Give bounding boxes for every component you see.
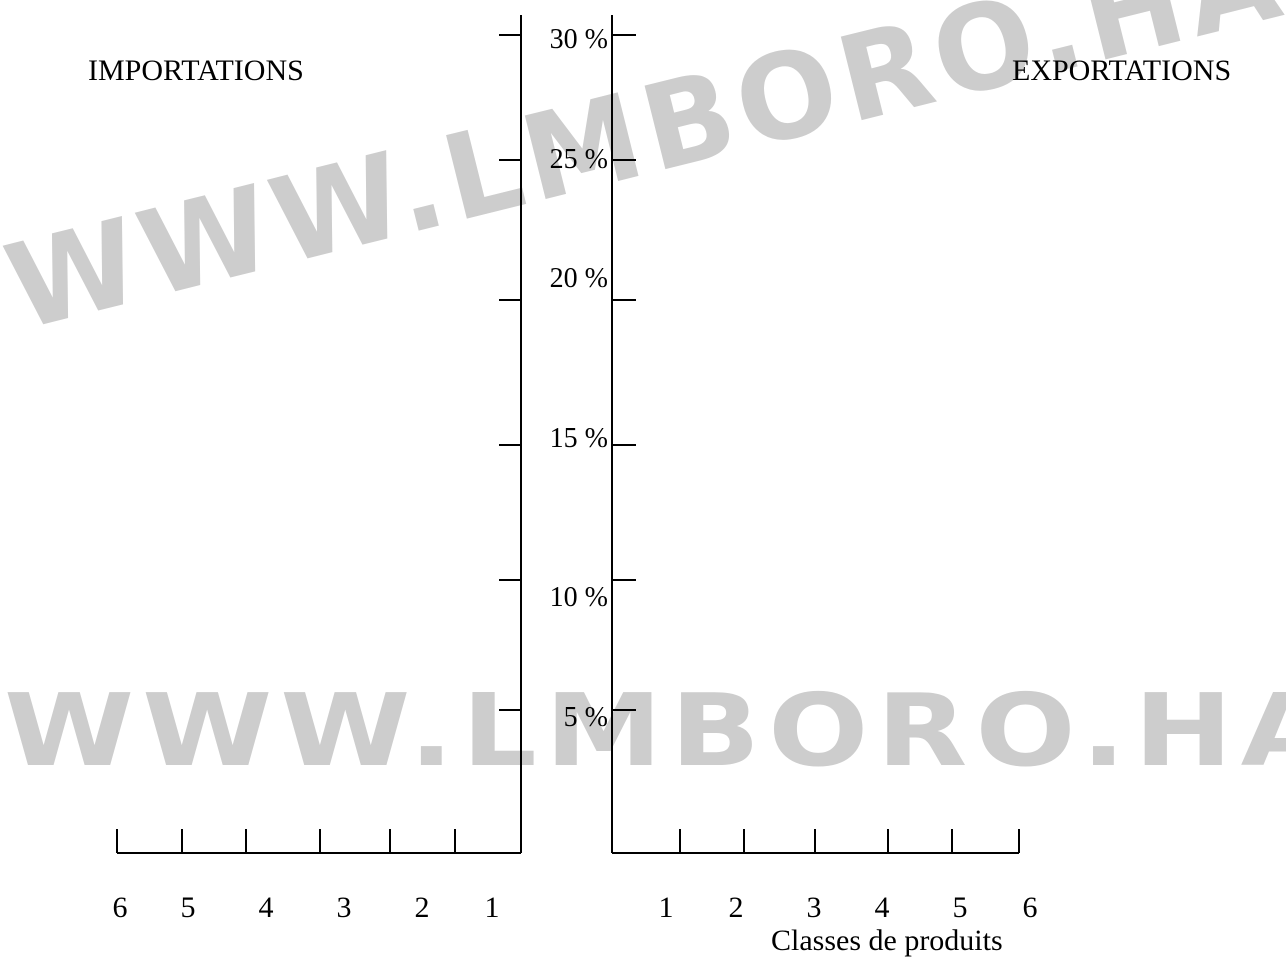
right-category-label: 2 <box>729 891 744 924</box>
watermark-lower: WWW.LMBORO.HAS.IT <box>4 672 1286 789</box>
left-category-label: 1 <box>485 891 500 924</box>
right-title: EXPORTATIONS <box>1012 54 1231 87</box>
left-category-label: 3 <box>337 891 352 924</box>
watermark: WWW.LMBORO.HAS.IT WWW.LMBORO.HAS.IT <box>0 0 1286 789</box>
left-category-label: 5 <box>181 891 196 924</box>
y-tick-label: 10 % <box>550 582 608 613</box>
left-category-label: 6 <box>113 891 128 924</box>
y-tick-label: 5 % <box>564 702 608 733</box>
right-category-label: 6 <box>1023 891 1038 924</box>
left-category-label: 2 <box>415 891 430 924</box>
y-tick-label: 15 % <box>550 423 608 454</box>
y-tick-label: 25 % <box>550 144 608 175</box>
x-ticks: 6 5 4 3 2 1 1 2 3 4 5 6 <box>113 829 1038 924</box>
right-category-label: 5 <box>953 891 968 924</box>
y-tick-label: 30 % <box>550 24 608 55</box>
x-axis-label: Classes de produits <box>771 924 1003 957</box>
y-ticks: 30 % 25 % 20 % 15 % 10 % 5 % <box>499 24 636 733</box>
right-category-label: 4 <box>875 891 890 924</box>
left-title: IMPORTATIONS <box>88 54 304 87</box>
y-tick-label: 20 % <box>550 263 608 294</box>
right-category-label: 3 <box>807 891 822 924</box>
left-category-label: 4 <box>259 891 274 924</box>
right-category-label: 1 <box>659 891 674 924</box>
